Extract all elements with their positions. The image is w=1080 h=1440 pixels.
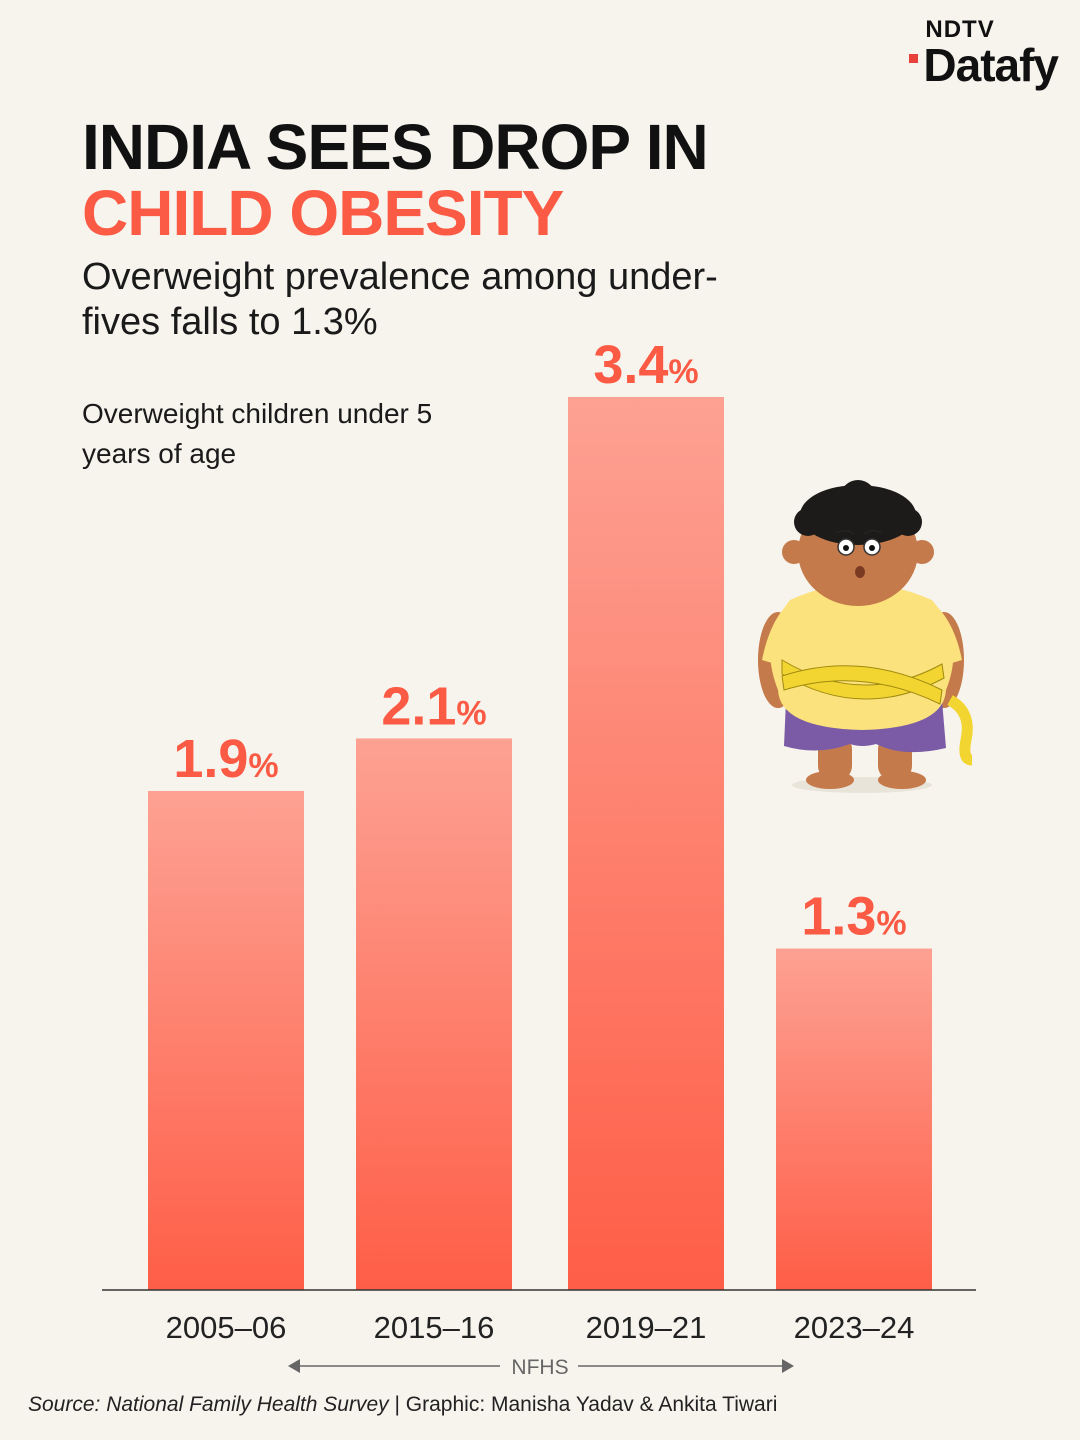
bar-3 xyxy=(568,397,724,1290)
child-illustration xyxy=(758,480,973,793)
logo-main-label: Datafy xyxy=(923,39,1059,91)
chart-note: Overweight children under 5 years of age xyxy=(82,398,433,469)
nfhs-label: NFHS xyxy=(511,1356,568,1379)
logo-top-text: NDTV xyxy=(925,16,995,43)
source-label: Source: National Family Health Survey xyxy=(28,1393,389,1416)
category-label-4: 2023–24 xyxy=(794,1310,915,1345)
category-label-1: 2005–06 xyxy=(166,1310,287,1345)
category-label-2: 2015–16 xyxy=(374,1310,495,1345)
value-label-3: 3.4% xyxy=(593,335,698,395)
nfhs-span: NFHS xyxy=(288,1356,794,1379)
value-label-1: 1.9% xyxy=(173,729,278,789)
category-label-3: 2019–21 xyxy=(586,1310,707,1345)
logo-main-text: Datafy xyxy=(909,39,1059,91)
datafy-logo: NDTV Datafy xyxy=(909,16,1059,91)
credit-label: | Graphic: Manisha Yadav & Ankita Tiwari xyxy=(394,1393,778,1416)
source-line: Source: National Family Health Survey | … xyxy=(28,1393,777,1417)
subtitle: Overweight prevalence among under-fives … xyxy=(82,256,718,343)
bar-4 xyxy=(776,948,932,1290)
page-title: INDIA SEES DROP IN CHILD OBESITY xyxy=(82,111,709,249)
title-line-2: CHILD OBESITY xyxy=(82,177,564,249)
bar-1 xyxy=(148,790,304,1290)
logo-dot xyxy=(909,54,919,63)
value-label-2: 2.1% xyxy=(381,676,486,736)
value-label-4: 1.3% xyxy=(801,887,906,947)
bar-2 xyxy=(356,738,512,1290)
title-line-1: INDIA SEES DROP IN xyxy=(82,111,709,183)
